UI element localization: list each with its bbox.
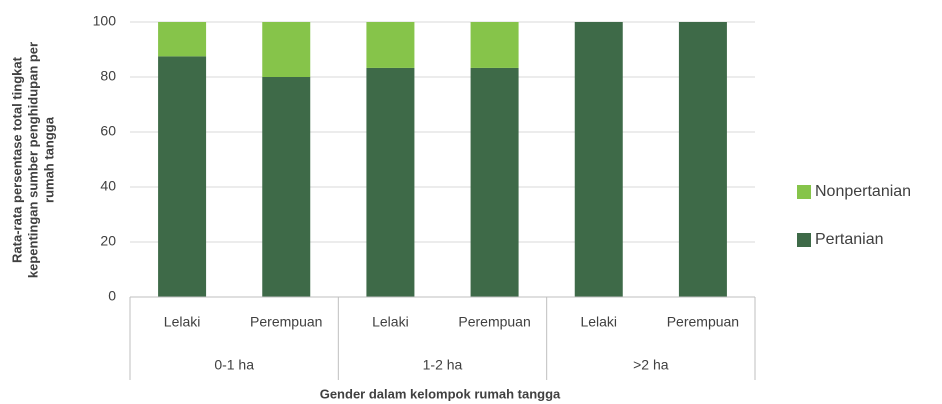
bar-segment bbox=[470, 67, 519, 297]
legend-label: Pertanian bbox=[815, 231, 884, 248]
y-axis-title: kepentingan sumber penghidupan per bbox=[25, 42, 40, 278]
bar-segment bbox=[366, 22, 415, 68]
x-tick-label: Lelaki bbox=[372, 314, 409, 330]
bar-segment bbox=[366, 67, 415, 297]
y-tick-label: 40 bbox=[100, 178, 116, 194]
bar-segment bbox=[158, 22, 207, 57]
x-axis-title: Gender dalam kelompok rumah tangga bbox=[320, 386, 561, 401]
y-tick-label: 60 bbox=[100, 123, 116, 139]
group-label: 0-1 ha bbox=[214, 357, 254, 373]
y-tick-label: 100 bbox=[93, 13, 117, 29]
y-axis-title: rumah tangga bbox=[41, 116, 56, 203]
bar-segment bbox=[574, 22, 623, 297]
x-tick-label: Perempuan bbox=[458, 314, 530, 330]
y-axis-title: Rata-rata persentase total tingkat bbox=[9, 56, 24, 263]
bar-segment bbox=[678, 22, 727, 297]
bar-segment bbox=[262, 22, 311, 77]
y-tick-label: 0 bbox=[108, 288, 116, 304]
y-tick-label: 80 bbox=[100, 68, 116, 84]
bar-segment bbox=[262, 77, 311, 297]
x-tick-label: Lelaki bbox=[580, 314, 617, 330]
bar-segment bbox=[158, 56, 207, 297]
x-tick-label: Perempuan bbox=[667, 314, 739, 330]
legend-label: Nonpertanian bbox=[815, 183, 911, 200]
y-tick-label: 20 bbox=[100, 233, 116, 249]
legend-swatch bbox=[797, 185, 811, 199]
x-tick-label: Lelaki bbox=[164, 314, 201, 330]
x-tick-label: Perempuan bbox=[250, 314, 322, 330]
group-label: >2 ha bbox=[633, 357, 669, 373]
bar-segment bbox=[470, 22, 519, 68]
legend-swatch bbox=[797, 233, 811, 247]
group-label: 1-2 ha bbox=[423, 357, 463, 373]
